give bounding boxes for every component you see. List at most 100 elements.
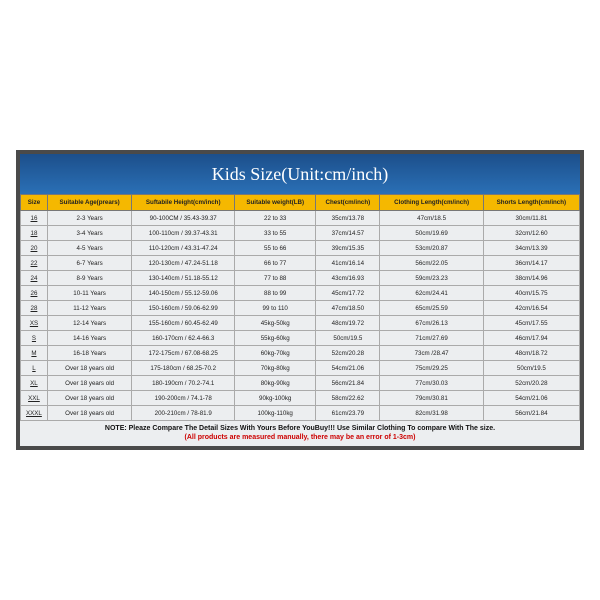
data-cell: 53cm/20.87 [380,241,483,256]
data-cell: 130-140cm / 51.18-55.12 [132,271,235,286]
table-row: XXXLOver 18 years old200-210cm / 78-81.9… [21,406,580,421]
note-line-1: NOTE: Pleaze Compare The Detail Sizes Wi… [20,421,580,434]
size-cell: S [21,331,48,346]
data-cell: 37cm/14.57 [316,226,380,241]
data-cell: 99 to 110 [235,301,316,316]
chart-title: Kids Size(Unit:cm/inch) [20,154,580,194]
data-cell: 55 to 66 [235,241,316,256]
data-cell: 22 to 33 [235,211,316,226]
col-header: Suftabile Height(cm/inch) [132,195,235,211]
size-cell: L [21,361,48,376]
data-cell: 110-120cm / 43.31-47.24 [132,241,235,256]
col-header: Suitable weight(LB) [235,195,316,211]
data-cell: 65cm/25.59 [380,301,483,316]
data-cell: 45kg-50kg [235,316,316,331]
data-cell: 88 to 99 [235,286,316,301]
data-cell: 42cm/16.54 [483,301,579,316]
table-row: XLOver 18 years old180-190cm / 70.2-74.1… [21,376,580,391]
data-cell: 36cm/14.17 [483,256,579,271]
data-cell: 8-9 Years [47,271,131,286]
data-cell: 50cm/19.5 [483,361,579,376]
data-cell: 172-175cm / 67.08-68.25 [132,346,235,361]
table-row: 2610-11 Years140-150cm / 55.12-59.0688 t… [21,286,580,301]
data-cell: 32cm/12.60 [483,226,579,241]
table-row: 226-7 Years120-130cm / 47.24-51.1866 to … [21,256,580,271]
data-cell: 80kg-90kg [235,376,316,391]
data-cell: 46cm/17.94 [483,331,579,346]
data-cell: 59cm/23.23 [380,271,483,286]
size-cell: 18 [21,226,48,241]
data-cell: 90kg-100kg [235,391,316,406]
table-row: LOver 18 years old175-180cm / 68.25-70.2… [21,361,580,376]
data-cell: 43cm/16.93 [316,271,380,286]
data-cell: 56cm/22.05 [380,256,483,271]
data-cell: 38cm/14.96 [483,271,579,286]
data-cell: 100-110cm / 39.37-43.31 [132,226,235,241]
data-cell: 39cm/15.35 [316,241,380,256]
data-cell: 6-7 Years [47,256,131,271]
data-cell: 3-4 Years [47,226,131,241]
data-cell: 54cm/21.06 [316,361,380,376]
data-cell: 120-130cm / 47.24-51.18 [132,256,235,271]
data-cell: 77cm/30.03 [380,376,483,391]
data-cell: 67cm/26.13 [380,316,483,331]
data-cell: 16-18 Years [47,346,131,361]
data-cell: 47cm/18.50 [316,301,380,316]
data-cell: 40cm/15.75 [483,286,579,301]
data-cell: 200-210cm / 78-81.9 [132,406,235,421]
table-row: S14-16 Years160-170cm / 62.4-66.355kg-60… [21,331,580,346]
data-cell: 61cm/23.79 [316,406,380,421]
size-cell: 28 [21,301,48,316]
data-cell: 54cm/21.06 [483,391,579,406]
data-cell: 77 to 88 [235,271,316,286]
data-cell: 45cm/17.55 [483,316,579,331]
data-cell: 52cm/20.28 [316,346,380,361]
data-cell: 100kg-110kg [235,406,316,421]
data-cell: 180-190cm / 70.2-74.1 [132,376,235,391]
data-cell: 82cm/31.98 [380,406,483,421]
table-row: 248-9 Years130-140cm / 51.18-55.1277 to … [21,271,580,286]
data-cell: 73cm /28.47 [380,346,483,361]
data-cell: 33 to 55 [235,226,316,241]
size-cell: 26 [21,286,48,301]
size-cell: 22 [21,256,48,271]
data-cell: 47cm/18.5 [380,211,483,226]
data-cell: 56cm/21.84 [483,406,579,421]
size-cell: XXL [21,391,48,406]
data-cell: 140-150cm / 55.12-59.06 [132,286,235,301]
col-header: Suitable Age(prears) [47,195,131,211]
data-cell: 2-3 Years [47,211,131,226]
size-cell: XL [21,376,48,391]
col-header: Clothing Length(cm/inch) [380,195,483,211]
data-cell: 12-14 Years [47,316,131,331]
data-cell: 79cm/30.81 [380,391,483,406]
data-cell: Over 18 years old [47,406,131,421]
size-chart-container: Kids Size(Unit:cm/inch) SizeSuitable Age… [16,150,584,450]
size-cell: 24 [21,271,48,286]
data-cell: Over 18 years old [47,361,131,376]
data-cell: 10-11 Years [47,286,131,301]
col-header: Size [21,195,48,211]
data-cell: 160-170cm / 62.4-66.3 [132,331,235,346]
data-cell: 150-160cm / 59.06-62.99 [132,301,235,316]
data-cell: 58cm/22.62 [316,391,380,406]
table-row: M16-18 Years172-175cm / 67.08-68.2560kg-… [21,346,580,361]
data-cell: 60kg-70kg [235,346,316,361]
data-cell: 175-180cm / 68.25-70.2 [132,361,235,376]
size-cell: XXXL [21,406,48,421]
data-cell: 62cm/24.41 [380,286,483,301]
col-header: Shorts Length(cm/inch) [483,195,579,211]
note-line-2: (All products are measured manually, the… [20,434,580,446]
table-row: 183-4 Years100-110cm / 39.37-43.3133 to … [21,226,580,241]
data-cell: 52cm/20.28 [483,376,579,391]
data-cell: 71cm/27.69 [380,331,483,346]
table-row: 204-5 Years110-120cm / 43.31-47.2455 to … [21,241,580,256]
data-cell: 66 to 77 [235,256,316,271]
data-cell: Over 18 years old [47,376,131,391]
data-cell: 50cm/19.69 [380,226,483,241]
data-cell: 41cm/16.14 [316,256,380,271]
data-cell: 4-5 Years [47,241,131,256]
table-row: XXLOver 18 years old190-200cm / 74.1-789… [21,391,580,406]
data-cell: 55kg-60kg [235,331,316,346]
data-cell: 50cm/19.5 [316,331,380,346]
